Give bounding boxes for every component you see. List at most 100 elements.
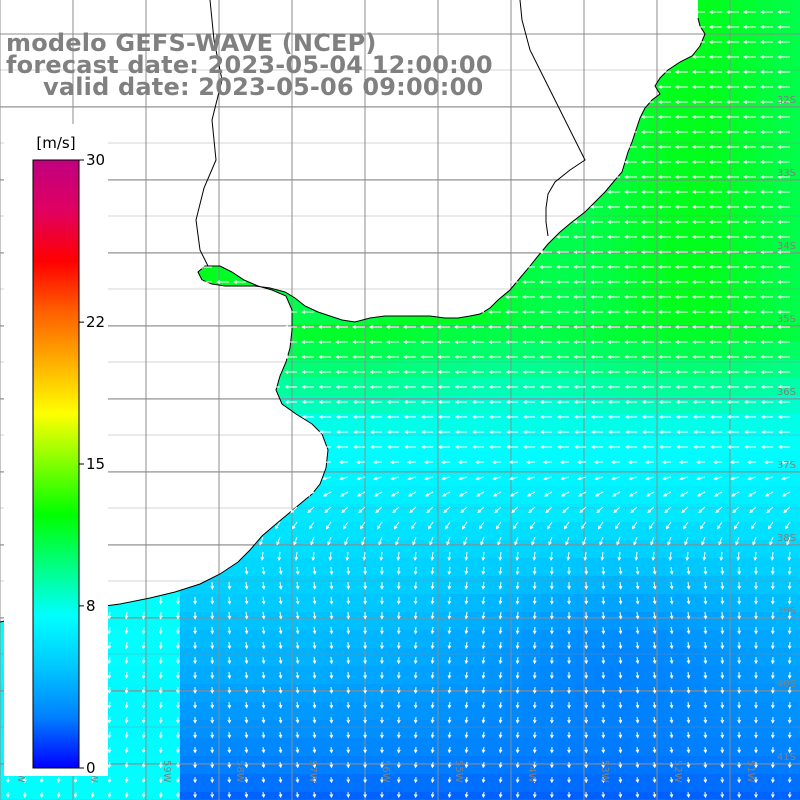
wind-arrow [312, 566, 317, 575]
wind-arrow [522, 400, 535, 404]
wind-speed-cell [288, 252, 307, 271]
wind-arrow [743, 160, 756, 164]
wind-speed-cell [306, 612, 325, 631]
wind-arrow [447, 671, 452, 680]
longitude-label: 51W [745, 760, 756, 783]
wind-arrow [703, 596, 708, 605]
wind-arrow [515, 626, 520, 635]
wind-speed-cell [738, 648, 757, 667]
wind-speed-cell [396, 576, 415, 595]
wind-arrow [355, 460, 366, 465]
wind-arrow [124, 761, 129, 769]
wind-arrow [634, 551, 639, 561]
wind-arrow [556, 310, 569, 314]
wind-arrow [329, 791, 334, 799]
wind-speed-cell [612, 504, 631, 523]
wind-arrow [295, 611, 300, 620]
wind-arrow [227, 671, 232, 680]
wind-arrow [532, 731, 537, 739]
wind-speed-cell [720, 594, 739, 613]
wind-arrow [380, 776, 384, 784]
wind-speed-cell [234, 792, 253, 800]
wind-arrow [532, 671, 537, 680]
wind-speed-cell [738, 396, 757, 415]
wind-speed-cell [558, 594, 577, 613]
wind-speed-cell [162, 306, 181, 325]
wind-arrow [193, 626, 197, 635]
wind-arrow [396, 641, 401, 650]
wind-arrow [760, 280, 773, 284]
wind-speed-cell [126, 288, 145, 307]
wind-speed-cell [144, 252, 163, 271]
wind-arrow [329, 581, 334, 590]
wind-speed-cell [54, 774, 73, 793]
wind-arrow [777, 100, 790, 104]
wind-speed-cell [558, 180, 577, 199]
wind-arrow [590, 340, 603, 344]
wind-speed-cell [684, 72, 703, 91]
wind-speed-cell [162, 702, 181, 721]
wind-speed-cell [612, 180, 631, 199]
wind-arrow [652, 686, 657, 694]
wind-speed-cell [792, 306, 800, 325]
wind-speed-cell [774, 126, 793, 145]
wind-speed-cell [702, 90, 721, 109]
wind-arrow [743, 235, 756, 239]
wind-speed-cell [378, 108, 397, 127]
wind-arrow [777, 55, 790, 59]
wind-speed-cell [756, 702, 775, 721]
wind-speed-cell [540, 648, 559, 667]
wind-arrow [780, 460, 791, 465]
wind-arrow [720, 701, 725, 709]
wind-arrow [363, 746, 367, 754]
wind-arrow [744, 430, 756, 434]
wind-speed-cell [450, 180, 469, 199]
wind-speed-cell [450, 612, 469, 631]
wind-arrow [158, 671, 163, 680]
wind-arrow [624, 355, 637, 359]
wind-arrow [658, 355, 671, 359]
wind-arrow [567, 596, 571, 605]
wind-arrow [6, 776, 10, 784]
wind-arrow [726, 175, 739, 179]
wind-arrow [227, 686, 232, 694]
wind-arrow [531, 536, 536, 546]
wind-arrow [567, 566, 571, 575]
wind-arrow [404, 445, 416, 449]
wind-speed-cell [324, 270, 343, 289]
wind-arrow [787, 731, 792, 739]
wind-speed-cell [540, 306, 559, 325]
wind-speed-cell [684, 450, 703, 469]
wind-speed-cell [504, 306, 523, 325]
wind-speed-cell [720, 72, 739, 91]
wind-speed-cell [720, 306, 739, 325]
wind-arrow [682, 521, 689, 530]
wind-arrow [608, 430, 620, 434]
wind-speed-cell [324, 198, 343, 217]
wind-speed-cell [720, 720, 739, 739]
wind-arrow [703, 626, 708, 635]
wind-arrow [420, 355, 433, 359]
wind-arrow [430, 551, 435, 561]
wind-speed-cell [234, 162, 253, 181]
wind-arrow [601, 566, 606, 575]
wind-arrow [454, 355, 467, 359]
wind-speed-cell [540, 0, 559, 19]
colorbar-tick-label: 0 [86, 759, 96, 777]
wind-arrow [726, 415, 739, 419]
wind-arrow [760, 295, 773, 299]
wind-arrow [227, 641, 232, 650]
wind-arrow [746, 460, 757, 465]
wind-speed-cell [126, 774, 145, 793]
wind-arrow [141, 776, 146, 784]
wind-speed-cell [342, 198, 361, 217]
wind-arrow [778, 445, 790, 449]
wind-arrow [363, 671, 367, 680]
wind-arrow [624, 310, 637, 314]
wind-arrow [579, 506, 587, 514]
wind-arrow [528, 506, 536, 514]
wind-speed-cell [792, 648, 800, 667]
wind-speed-cell [180, 162, 199, 181]
wind-speed-cell [288, 540, 307, 559]
